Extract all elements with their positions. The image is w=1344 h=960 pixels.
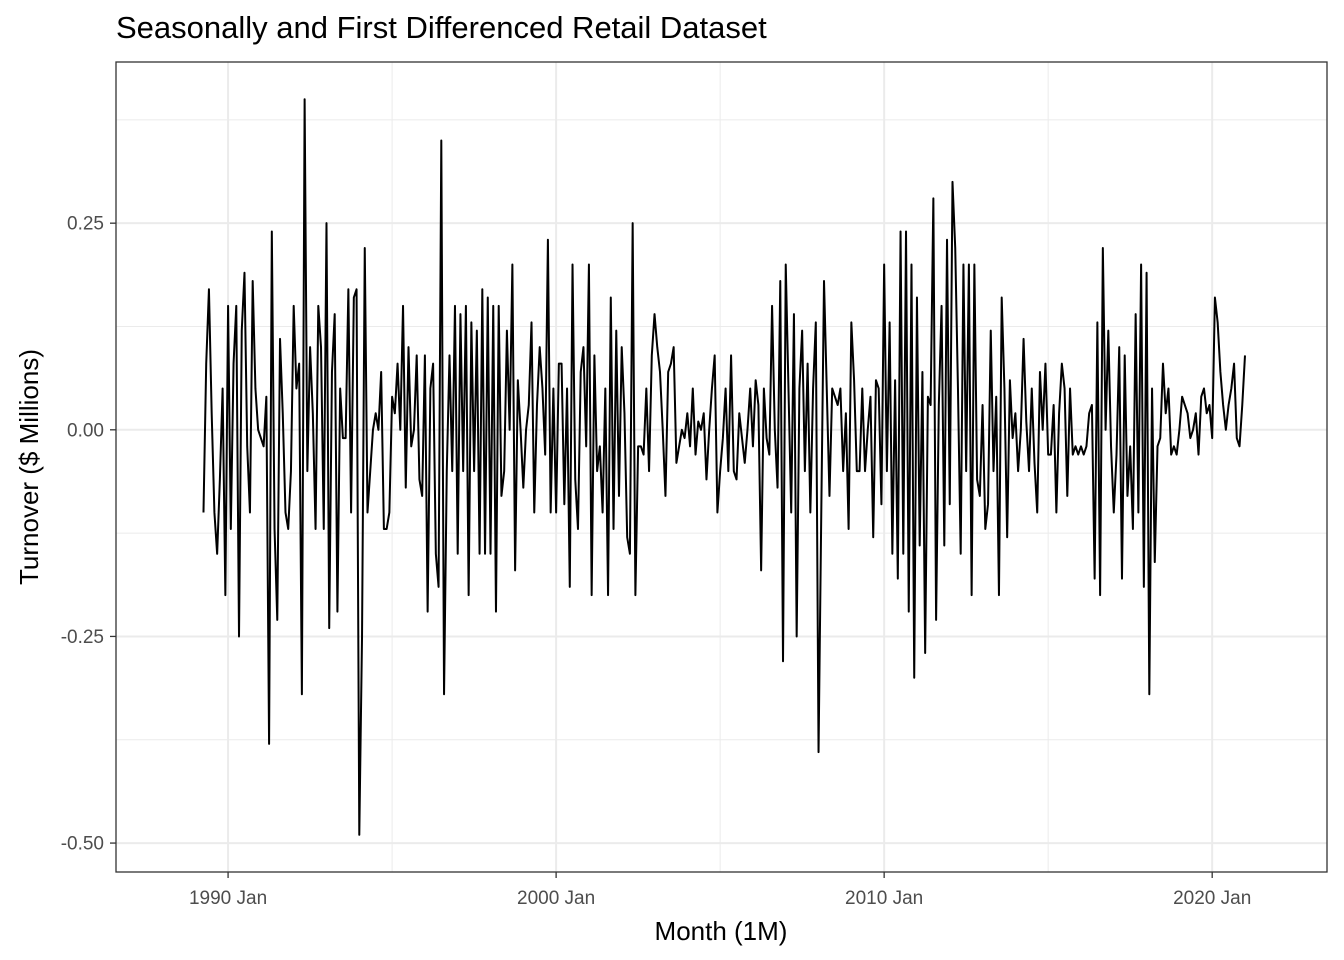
y-tick-label: 0.25: [67, 214, 104, 235]
x-tick-label: 2010 Jan: [845, 888, 923, 909]
y-tick-label: -0.50: [61, 834, 104, 855]
x-tick-label: 1990 Jan: [189, 888, 267, 909]
series-line: [202, 98, 1246, 836]
y-tick-label: -0.25: [61, 627, 104, 648]
chart-title: Seasonally and First Differenced Retail …: [116, 10, 767, 45]
x-axis-label: Month (1M): [655, 916, 788, 946]
plot-panel-border: [115, 61, 1328, 873]
x-tick-label: 2000 Jan: [517, 888, 595, 909]
x-tick-label: 2020 Jan: [1173, 888, 1251, 909]
axis-layer: 0.25 0.00 -0.25 -0.50 1990 Jan 2000 Jan 2010 J…: [61, 214, 1252, 909]
y-tick-label: 0.00: [67, 420, 104, 441]
y-axis-label: Turnover ($ Millions): [14, 349, 44, 585]
